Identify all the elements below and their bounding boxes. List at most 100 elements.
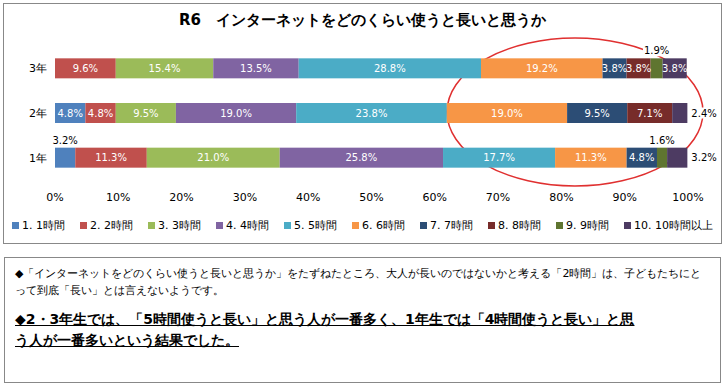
- legend-label: 10. 10時間以上: [634, 219, 713, 232]
- legend-swatch: [556, 222, 563, 229]
- bar-segment: [627, 103, 672, 123]
- bar-segment: [147, 148, 280, 168]
- bar-segment: [555, 148, 627, 168]
- bar-segment: [55, 58, 116, 78]
- bar-segment: [667, 148, 687, 168]
- notes-box: ◆「インターネットをどのくらい使うと長いと思うか」をたずねたところ、大人が長いの…: [4, 257, 721, 383]
- x-tick-label: 80%: [549, 191, 573, 204]
- note-text: ◆「インターネットをどのくらい使うと長いと思うか」をたずねたところ、大人が長いの…: [15, 265, 710, 299]
- bar-segment: [443, 148, 555, 168]
- data-label: 19.2%: [526, 63, 558, 74]
- legend-swatch: [12, 222, 19, 229]
- category-label: 2年: [29, 107, 47, 120]
- legend-label: 3. 3時間: [158, 219, 201, 232]
- bar-segment: [663, 58, 687, 78]
- legend-label: 8. 8時間: [498, 219, 541, 232]
- bar-segment: [280, 148, 443, 168]
- legend-label: 4. 4時間: [226, 219, 269, 232]
- bar-segment: [296, 103, 447, 123]
- legend-item: 3. 3時間: [148, 219, 201, 232]
- bar-segment: [116, 58, 213, 78]
- legend-swatch: [420, 222, 427, 229]
- legend-label: 2. 2時間: [90, 219, 133, 232]
- x-tick-label: 90%: [612, 191, 636, 204]
- data-label: 11.3%: [95, 152, 127, 163]
- bar-segment: [627, 148, 657, 168]
- data-label: 9.5%: [584, 108, 609, 119]
- chart-title: R6 インターネットをどのくらい使うと長いと思うか: [179, 11, 547, 29]
- x-tick-label: 40%: [296, 191, 320, 204]
- category-label: 3年: [29, 62, 47, 75]
- legend-swatch: [80, 222, 87, 229]
- label-patch: [643, 45, 670, 56]
- legend-item: 4. 4時間: [216, 219, 269, 232]
- data-label: 11.3%: [575, 152, 607, 163]
- label-patch: [690, 152, 717, 163]
- bar-segment: [176, 103, 296, 123]
- bar-segment: [603, 58, 627, 78]
- data-label: 3.2%: [691, 152, 716, 163]
- bar-segment: [116, 103, 176, 123]
- legend-item: 9. 9時間: [556, 219, 609, 232]
- data-label: 15.4%: [149, 63, 181, 74]
- bar-segment: [55, 103, 85, 123]
- data-label: 4.8%: [88, 108, 113, 119]
- label-patch: [51, 135, 78, 146]
- legend-swatch: [624, 222, 631, 229]
- bar-segment: [481, 58, 603, 78]
- legend-item: 1. 1時間: [12, 219, 65, 232]
- data-label: 1.6%: [649, 135, 674, 146]
- legend-swatch: [148, 222, 155, 229]
- legend-label: 6. 6時間: [362, 219, 405, 232]
- category-label: 1年: [29, 152, 47, 165]
- data-label: 25.8%: [345, 152, 377, 163]
- chart-frame: [4, 4, 722, 244]
- data-label: 1.9%: [644, 45, 669, 56]
- bar-segment: [75, 148, 147, 168]
- x-tick-label: 100%: [672, 191, 703, 204]
- data-label: 3.8%: [626, 63, 651, 74]
- data-label: 4.8%: [629, 152, 654, 163]
- data-label: 13.5%: [240, 63, 272, 74]
- bar-segment: [213, 58, 298, 78]
- legend-swatch: [488, 222, 495, 229]
- data-label: 3.2%: [52, 135, 77, 146]
- data-label: 17.7%: [483, 152, 515, 163]
- data-label: 4.8%: [57, 108, 82, 119]
- legend-label: 7. 7時間: [430, 219, 473, 232]
- label-patch: [648, 135, 675, 146]
- data-label: 28.8%: [374, 63, 406, 74]
- legend-swatch: [216, 222, 223, 229]
- data-label: 3.8%: [602, 63, 627, 74]
- bar-segment: [627, 58, 651, 78]
- data-label: 23.8%: [356, 108, 388, 119]
- label-patch: [690, 108, 717, 119]
- data-label: 21.0%: [197, 152, 229, 163]
- bar-segment: [55, 148, 75, 168]
- x-tick-label: 70%: [486, 191, 510, 204]
- x-tick-label: 50%: [359, 191, 383, 204]
- legend-label: 5. 5時間: [294, 219, 337, 232]
- legend-item: 2. 2時間: [80, 219, 133, 232]
- bar-segment: [651, 58, 663, 78]
- data-label: 7.1%: [637, 108, 662, 119]
- x-tick-label: 30%: [233, 191, 257, 204]
- legend-item: 7. 7時間: [420, 219, 473, 232]
- legend-item: 8. 8時間: [488, 219, 541, 232]
- data-label: 9.5%: [133, 108, 158, 119]
- data-label: 19.0%: [491, 108, 523, 119]
- bar-segment: [85, 103, 115, 123]
- bar-segment: [299, 58, 481, 78]
- legend-item: 6. 6時間: [352, 219, 405, 232]
- bar-segment: [657, 148, 667, 168]
- legend-swatch: [284, 222, 291, 229]
- x-tick-label: 10%: [106, 191, 130, 204]
- bars: [55, 58, 687, 167]
- data-label: 3.8%: [662, 63, 687, 74]
- x-tick-label: 60%: [423, 191, 447, 204]
- bar-segment: [567, 103, 627, 123]
- bar-segment: [672, 103, 687, 123]
- legend-label: 1. 1時間: [22, 219, 65, 232]
- legend-label: 9. 9時間: [566, 219, 609, 232]
- data-label: 2.4%: [691, 108, 716, 119]
